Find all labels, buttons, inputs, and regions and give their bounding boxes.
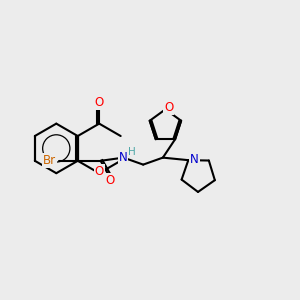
Text: N: N bbox=[119, 151, 128, 164]
Text: O: O bbox=[164, 101, 173, 114]
Text: Br: Br bbox=[43, 154, 56, 167]
Text: O: O bbox=[106, 174, 115, 187]
Text: H: H bbox=[128, 147, 135, 157]
Text: N: N bbox=[190, 153, 199, 166]
Text: O: O bbox=[94, 165, 104, 178]
Text: O: O bbox=[94, 96, 104, 109]
